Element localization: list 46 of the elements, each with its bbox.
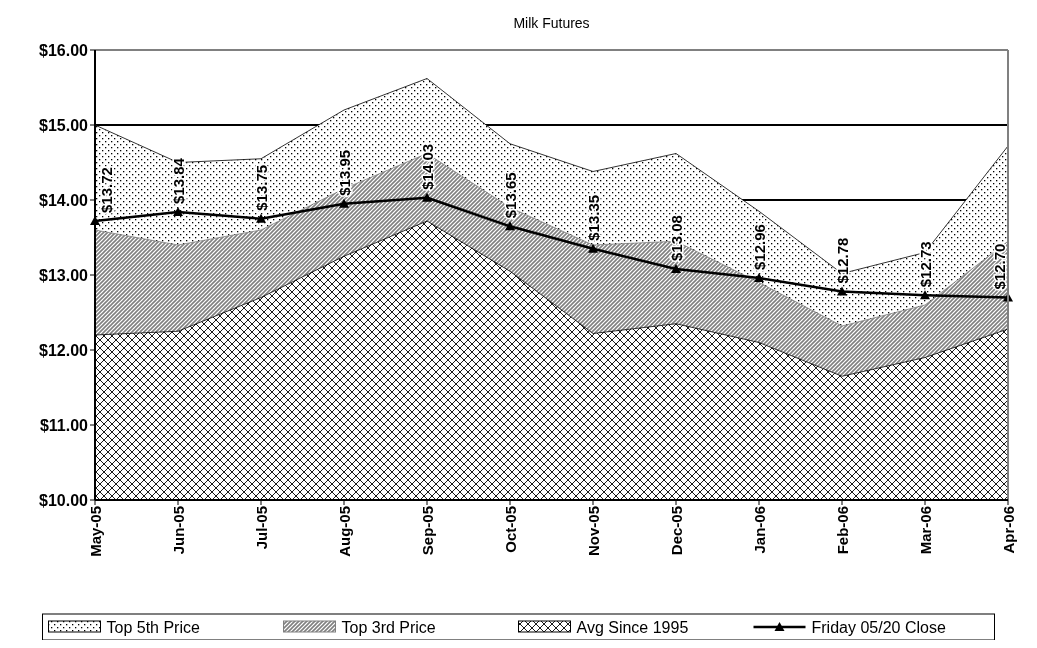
data-label: $13.95 [336,149,353,196]
x-tick-label: Jun-05 [170,506,187,555]
point [754,273,764,282]
y-tick-label: $16.00 [39,41,89,59]
x-tick-label: May-05 [87,506,104,557]
x-tick-label: Nov-05 [585,506,602,557]
x-tick-label: Sep-05 [419,506,436,556]
x-tick-label: Jan-06 [751,506,768,554]
x-tick-label: Jul-05 [253,506,270,550]
point [422,192,432,202]
data-label: $13.72 [98,167,115,213]
point [671,264,681,273]
y-tick-label: $12.00 [39,341,89,359]
x-tick-label: Feb-06 [834,506,851,555]
data-label: $13.65 [502,172,519,219]
point [173,207,183,216]
point [920,290,930,300]
data-label: $13.35 [585,194,602,241]
point [256,213,266,223]
y-tick-label: $13.00 [39,266,89,284]
x-tick-label: Oct-05 [502,506,519,553]
x-tick-label: Dec-05 [668,506,685,556]
point [837,286,847,296]
point [505,221,515,231]
point [588,243,598,253]
legend-label: Avg Since 1995 [576,618,689,636]
data-label: $12.96 [751,224,768,270]
y-tick-label: $15.00 [39,116,89,134]
data-label: $12.70 [991,243,1008,290]
x-tick-label: Mar-06 [917,506,934,555]
y-tick-label: $10.00 [39,491,89,509]
data-label: $12.73 [917,241,934,288]
x-tick-label: Apr-06 [1000,506,1017,554]
data-label: $13.84 [170,157,187,204]
data-label: $13.75 [253,164,270,211]
point [339,198,349,208]
y-tick-label: $11.00 [39,416,89,434]
data-label: $12.78 [834,237,851,284]
chart-title: Milk Futures [513,15,590,31]
data-label: $13.08 [668,215,685,261]
x-tick-label: Aug-05 [336,506,353,557]
y-tick-label: $14.00 [39,191,89,209]
legend-label: Top 3rd Price [341,618,436,636]
legend-label: Top 5th Price [106,618,200,636]
legend-label: Friday 05/20 Close [811,618,946,636]
data-label: $14.03 [419,143,436,190]
